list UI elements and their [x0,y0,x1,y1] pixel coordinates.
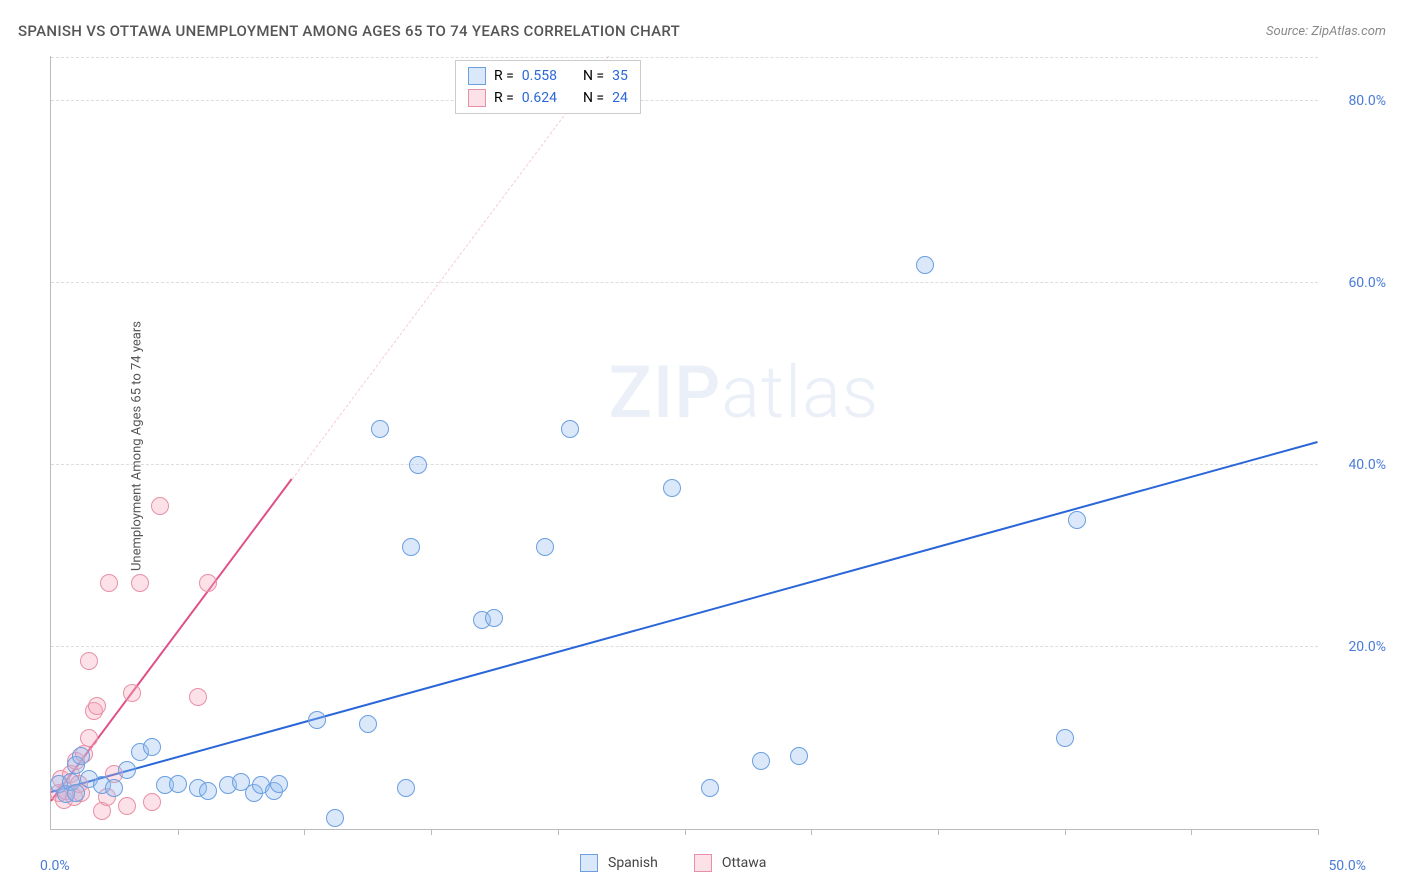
legend-swatch-spanish [468,67,486,85]
chart-source: Source: ZipAtlas.com [1266,24,1386,39]
legend-swatch-ottawa-bottom [694,854,712,872]
data-point-ottawa [143,793,161,811]
data-point-spanish [359,715,377,733]
chart-title: SPANISH VS OTTAWA UNEMPLOYMENT AMONG AGE… [18,22,680,40]
watermark: ZIPatlas [608,350,879,435]
data-point-spanish [169,775,187,793]
x-tick [558,829,559,835]
data-point-spanish [199,782,217,800]
data-point-ottawa [123,684,141,702]
data-point-spanish [1056,729,1074,747]
trend-line-dashed [291,55,609,479]
data-point-spanish [308,711,326,729]
legend-series-box: Spanish Ottawa [580,854,766,872]
data-point-spanish [663,479,681,497]
x-tick [938,829,939,835]
plot-area: ZIPatlas [50,56,1318,830]
data-point-ottawa [151,497,169,515]
data-point-ottawa [131,574,149,592]
data-point-spanish [790,747,808,765]
legend-stats-box: R = 0.558 N = 35 R = 0.624 N = 24 [455,60,641,114]
r-value-ottawa: 0.624 [522,90,557,106]
y-tick-label: 20.0% [1348,639,1386,655]
legend-label-ottawa: Ottawa [722,855,767,871]
x-tick [304,829,305,835]
n-value-spanish: 35 [612,68,628,84]
data-point-ottawa [80,729,98,747]
y-tick-label: 40.0% [1348,457,1386,473]
grid-line [51,464,1318,465]
data-point-ottawa [80,652,98,670]
grid-line [51,100,1318,101]
x-tick-0: 0.0% [40,858,70,874]
data-point-spanish [72,747,90,765]
data-point-ottawa [189,688,207,706]
x-tick [685,829,686,835]
y-tick-label: 80.0% [1348,93,1386,109]
x-tick [811,829,812,835]
data-point-spanish [67,784,85,802]
data-point-spanish [143,738,161,756]
data-point-spanish [326,809,344,827]
chart-container: SPANISH VS OTTAWA UNEMPLOYMENT AMONG AGE… [0,0,1406,892]
grid-line [51,282,1318,283]
legend-label-spanish: Spanish [608,855,658,871]
data-point-spanish [397,779,415,797]
grid-line [51,57,1318,58]
data-point-spanish [485,609,503,627]
data-point-spanish [752,752,770,770]
data-point-spanish [118,761,136,779]
legend-stats-row-spanish: R = 0.558 N = 35 [468,65,628,87]
trend-line [51,441,1319,793]
x-tick [1318,829,1319,835]
n-value-ottawa: 24 [612,90,628,106]
x-tick-50: 50.0% [1328,858,1366,874]
x-tick [1191,829,1192,835]
data-point-ottawa [88,697,106,715]
data-point-spanish [916,256,934,274]
data-point-spanish [371,420,389,438]
data-point-spanish [701,779,719,797]
legend-stats-row-ottawa: R = 0.624 N = 24 [468,87,628,109]
grid-line [51,646,1318,647]
x-tick [431,829,432,835]
data-point-spanish [270,775,288,793]
y-tick-label: 60.0% [1348,275,1386,291]
legend-swatch-spanish-bottom [580,854,598,872]
r-value-spanish: 0.558 [522,68,557,84]
x-tick [178,829,179,835]
data-point-spanish [402,538,420,556]
x-tick [1065,829,1066,835]
data-point-spanish [409,456,427,474]
data-point-ottawa [100,574,118,592]
data-point-ottawa [199,574,217,592]
data-point-ottawa [118,797,136,815]
data-point-spanish [561,420,579,438]
data-point-spanish [536,538,554,556]
data-point-spanish [1068,511,1086,529]
data-point-spanish [105,779,123,797]
legend-swatch-ottawa [468,89,486,107]
